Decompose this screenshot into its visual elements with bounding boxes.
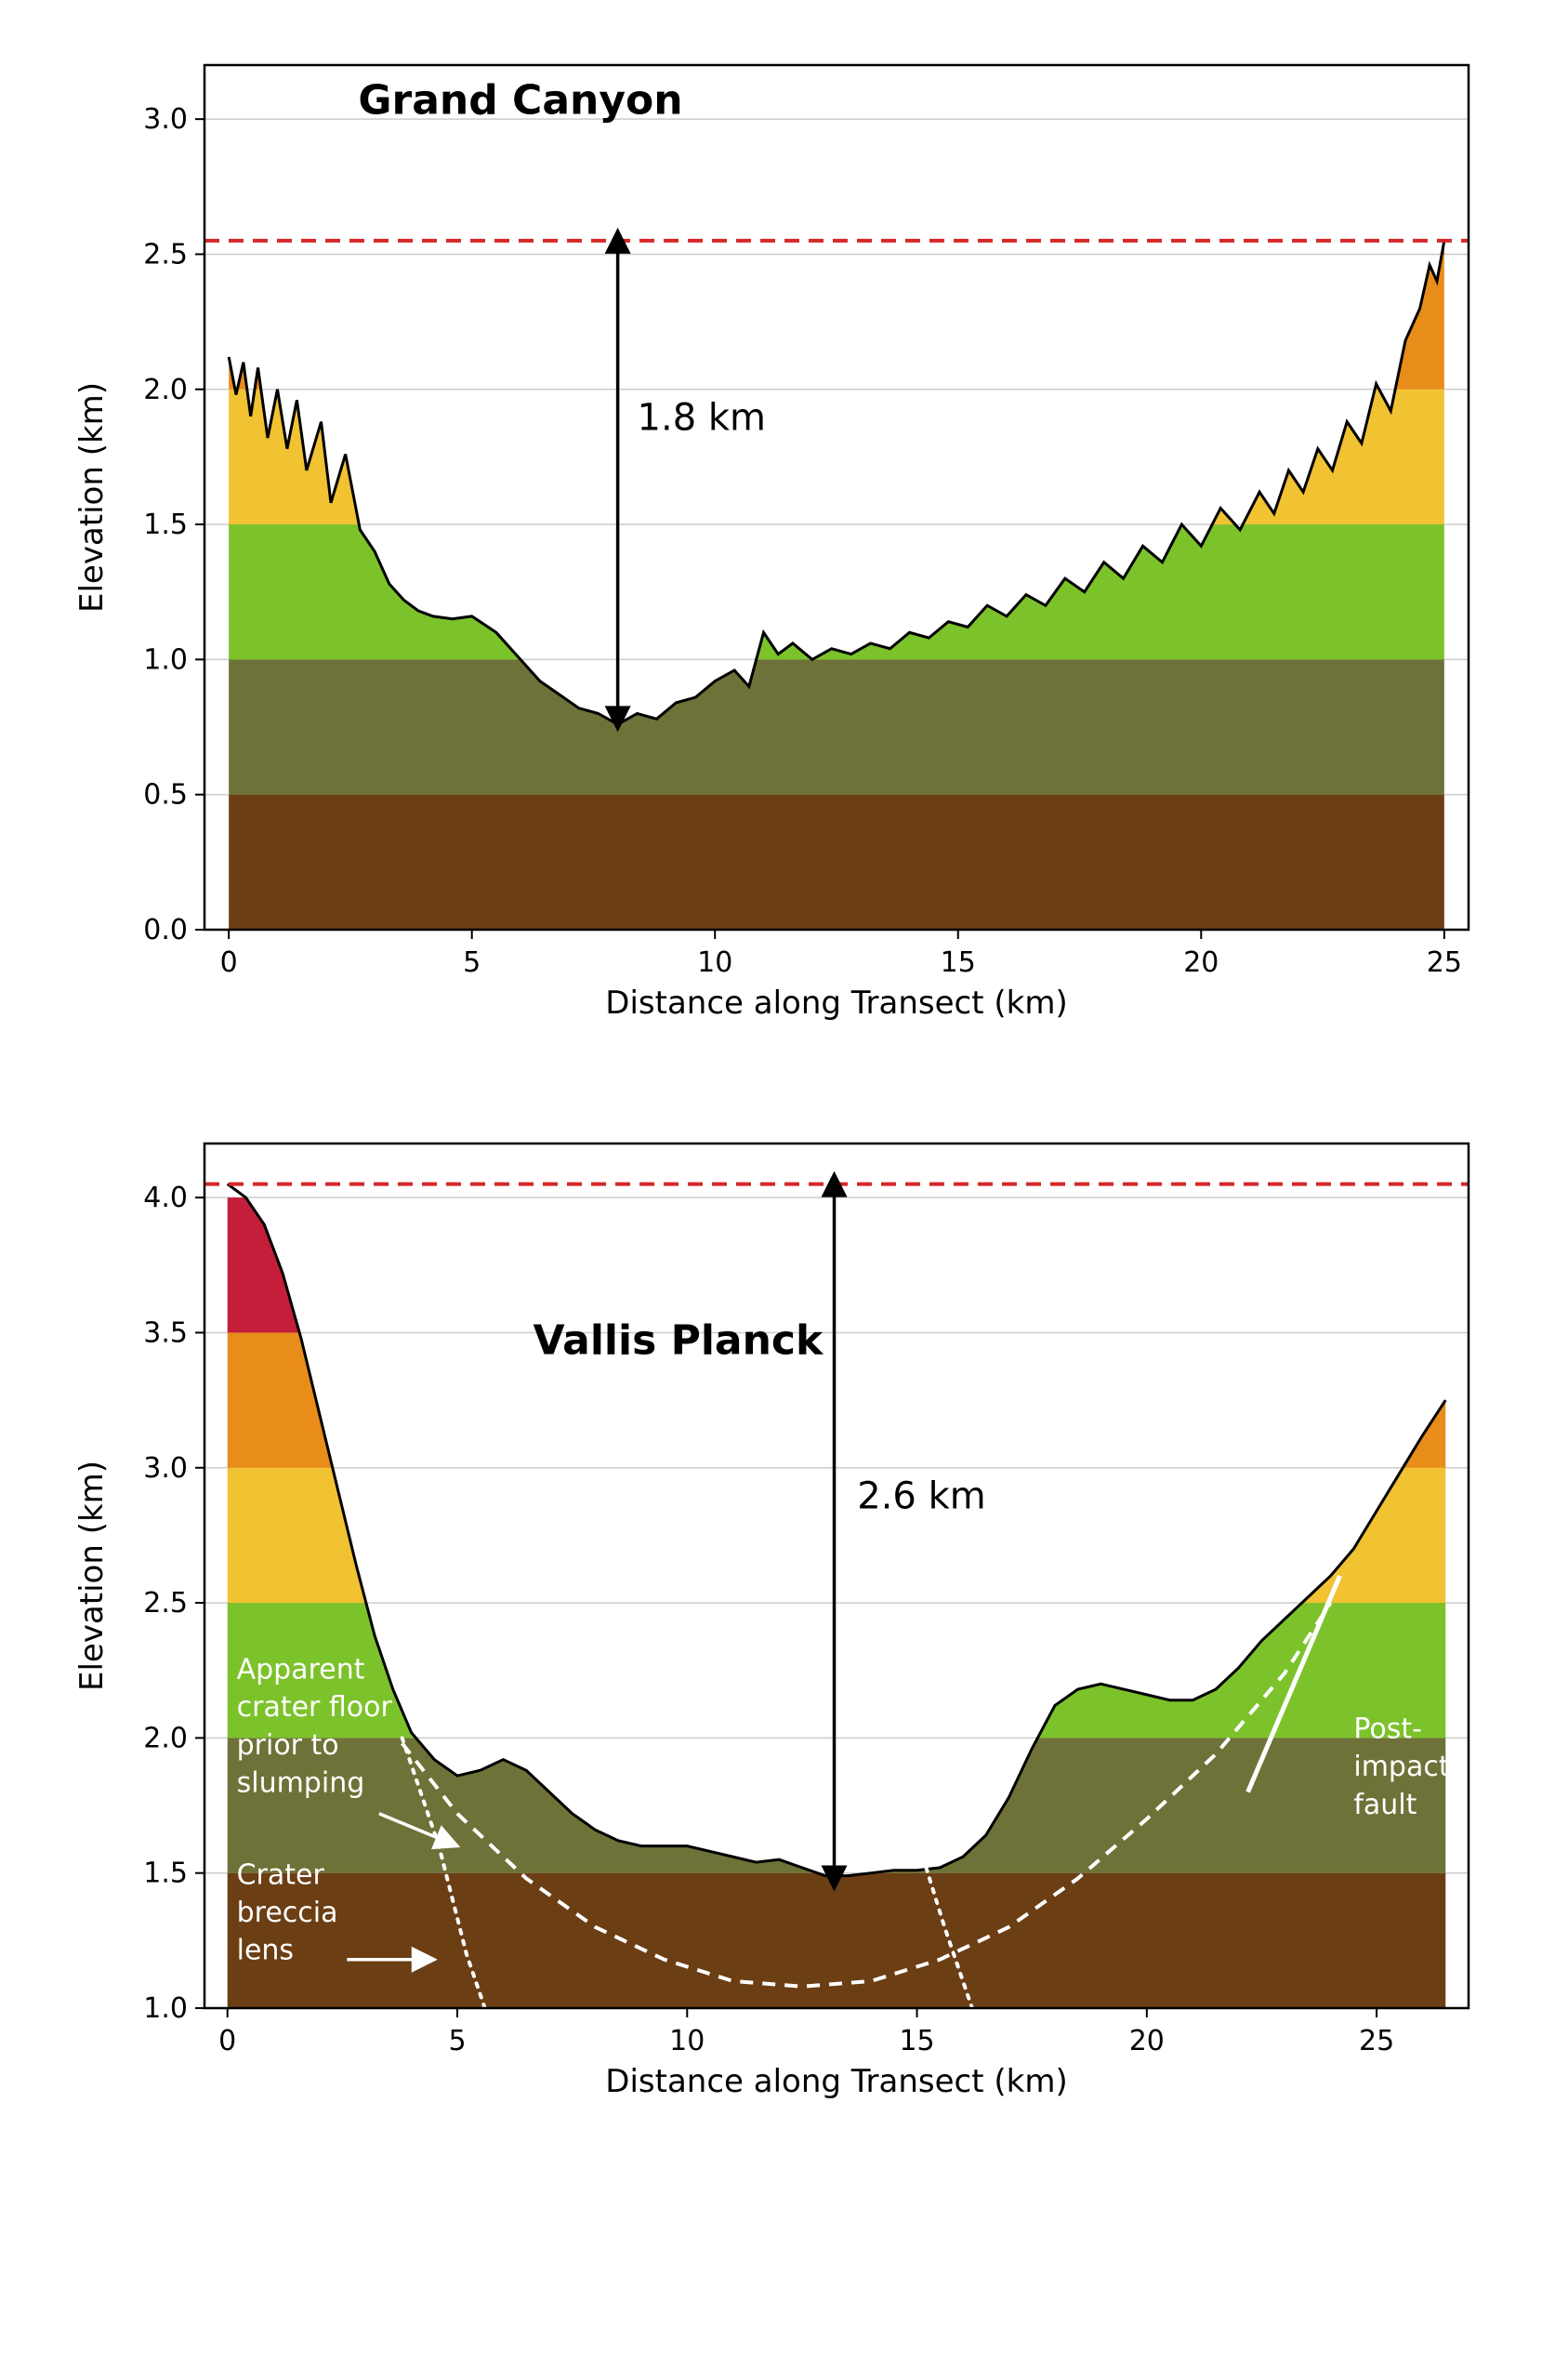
x-tick-label: 15 — [941, 946, 976, 979]
y-tick-label: 1.5 — [143, 1858, 188, 1890]
x-tick-label: 5 — [448, 2025, 466, 2057]
y-tick-label: 1.0 — [143, 1992, 188, 2025]
elevation-band — [204, 1873, 1469, 2008]
elevation-band — [204, 390, 1469, 524]
y-tick-label: 3.0 — [143, 103, 188, 136]
y-tick-label: 2.0 — [143, 374, 188, 406]
elevation-band — [204, 254, 1469, 389]
anno-fault-text: Post- — [1353, 1712, 1422, 1745]
anno-crater-floor-text: crater floor — [237, 1691, 393, 1724]
elevation-band — [204, 1738, 1469, 1872]
y-tick-label: 3.0 — [143, 1452, 188, 1485]
x-tick-label: 25 — [1427, 946, 1462, 979]
x-axis-label: Distance along Transect (km) — [605, 985, 1067, 1022]
anno-breccia-text: breccia — [237, 1897, 338, 1929]
anno-fault-text: impact — [1353, 1751, 1449, 1783]
anno-crater-floor-text: prior to — [237, 1729, 339, 1762]
elevation-band — [204, 659, 1469, 794]
y-tick-label: 2.5 — [143, 1587, 188, 1620]
anno-fault-text: fault — [1353, 1789, 1416, 1821]
y-axis-label: Elevation (km) — [73, 1461, 111, 1691]
depth-label: 1.8 km — [638, 396, 766, 439]
x-tick-label: 15 — [899, 2025, 934, 2057]
x-tick-label: 20 — [1183, 946, 1219, 979]
y-tick-label: 0.5 — [143, 779, 188, 812]
y-tick-label: 1.0 — [143, 643, 188, 676]
y-tick-label: 0.0 — [143, 914, 188, 946]
x-tick-label: 20 — [1129, 2025, 1165, 2057]
x-tick-label: 10 — [697, 946, 732, 979]
elevation-band — [204, 1197, 1469, 1332]
anno-crater-floor-text: slumping — [237, 1767, 365, 1800]
vallis-planck-chart: 2.6 km Apparent crater floor prior to slumpi… — [56, 1116, 1506, 2120]
y-tick-label: 1.5 — [143, 509, 188, 541]
figure-page: 1.8 km 0 5 10 15 20 25 0.0 0.5 1.0 1.5 2.0 2.5 3.0 Dis… — [0, 0, 1568, 2250]
x-tick-label: 10 — [669, 2025, 705, 2057]
depth-label: 2.6 km — [857, 1474, 985, 1517]
y-axis-label: Elevation (km) — [73, 382, 111, 613]
anno-crater-floor-text: Apparent — [237, 1653, 365, 1686]
x-tick-label: 5 — [463, 946, 481, 979]
grand-canyon-chart: 1.8 km 0 5 10 15 20 25 0.0 0.5 1.0 1.5 2.0 2.5 3.0 Dis… — [56, 37, 1506, 1041]
x-axis-label: Distance along Transect (km) — [605, 2063, 1067, 2100]
anno-breccia-text: lens — [237, 1935, 294, 1967]
elevation-band — [204, 524, 1469, 659]
elevation-band — [204, 119, 1469, 254]
bottom-panel: 2.6 km Apparent crater floor prior to slumpi… — [56, 1116, 1512, 2120]
x-tick-label: 25 — [1359, 2025, 1394, 2057]
elevation-band — [204, 1468, 1469, 1603]
elevation-band — [204, 795, 1469, 930]
top-panel: 1.8 km 0 5 10 15 20 25 0.0 0.5 1.0 1.5 2.0 2.5 3.0 Dis… — [56, 37, 1512, 1041]
y-tick-label: 2.0 — [143, 1722, 188, 1754]
x-tick-label: 0 — [218, 2025, 236, 2057]
y-tick-label: 4.0 — [143, 1182, 188, 1214]
anno-breccia-text: Crater — [237, 1858, 325, 1891]
y-tick-label: 3.5 — [143, 1316, 188, 1349]
panel-title: Grand Canyon — [358, 76, 682, 124]
elevation-band — [204, 1332, 1469, 1467]
y-tick-label: 2.5 — [143, 238, 188, 271]
x-tick-label: 0 — [220, 946, 238, 979]
panel-title: Vallis Planck — [533, 1317, 824, 1365]
